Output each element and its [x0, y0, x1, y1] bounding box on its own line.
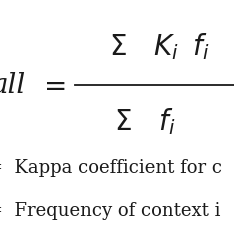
Text: $\Sigma \quad f_i$: $\Sigma \quad f_i$ — [114, 106, 176, 137]
Text: =  Kappa coefficient for c: = Kappa coefficient for c — [0, 160, 222, 177]
Text: =  Frequency of context i: = Frequency of context i — [0, 202, 221, 219]
Text: $=$: $=$ — [38, 72, 65, 99]
Text: all: all — [0, 72, 25, 99]
Text: $\Sigma \quad K_i \;\; f_i$: $\Sigma \quad K_i \;\; f_i$ — [109, 31, 210, 62]
